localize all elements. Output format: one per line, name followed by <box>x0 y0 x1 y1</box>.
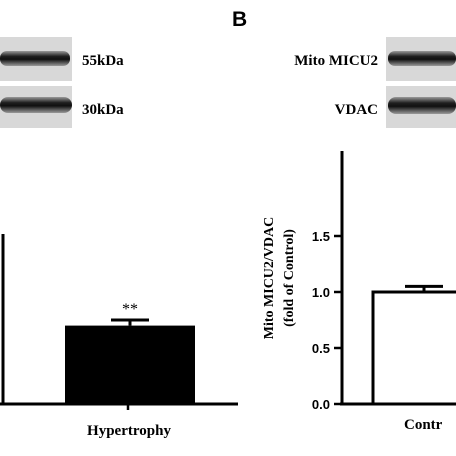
panel-b-letter: B <box>232 8 247 31</box>
panel-b-y-axis-title-line2: (fold of Control) <box>282 229 297 327</box>
panel-b-y-tick-label-2: 0.5 <box>312 341 330 356</box>
panel-a-chart: ** Hypertrophy <box>0 234 238 439</box>
panel-b-y-tick-label-3: 0.0 <box>312 397 330 412</box>
blot-label-30kda: 30kDa <box>82 102 124 118</box>
blot-band-vdac <box>388 97 456 114</box>
panel-a-category-hypertrophy: Hypertrophy <box>87 423 171 439</box>
panel-a-blot: 55kDa 30kDa <box>0 37 124 128</box>
panel-b-chart: Mito MICU2/VDAC (fold of Control) 1.5 1.0… <box>262 151 456 433</box>
panel-a-significance: ** <box>122 301 138 318</box>
blot-label-55kda: 55kDa <box>82 53 124 69</box>
panel-b-y-ticks: 1.5 1.0 0.5 0.0 <box>312 229 342 412</box>
blot-band-55kda <box>0 51 70 66</box>
panel-b-category-control: Contr <box>404 417 443 433</box>
panel-b-y-tick-label-1: 1.0 <box>312 285 330 300</box>
panel-a-bar-hypertrophy <box>65 325 195 404</box>
blot-band-mito-micu2 <box>388 51 456 66</box>
panel-b-bar-control <box>371 290 456 406</box>
panel-b-y-axis-title-line1: Mito MICU2/VDAC <box>262 217 277 339</box>
panel-b-blot: Mito MICU2 VDAC <box>294 37 456 128</box>
blot-label-vdac: VDAC <box>335 102 378 118</box>
blot-label-mito-micu2: Mito MICU2 <box>294 53 378 69</box>
blot-band-30kda <box>0 97 72 113</box>
panel-b-y-tick-label-0: 1.5 <box>312 229 330 244</box>
